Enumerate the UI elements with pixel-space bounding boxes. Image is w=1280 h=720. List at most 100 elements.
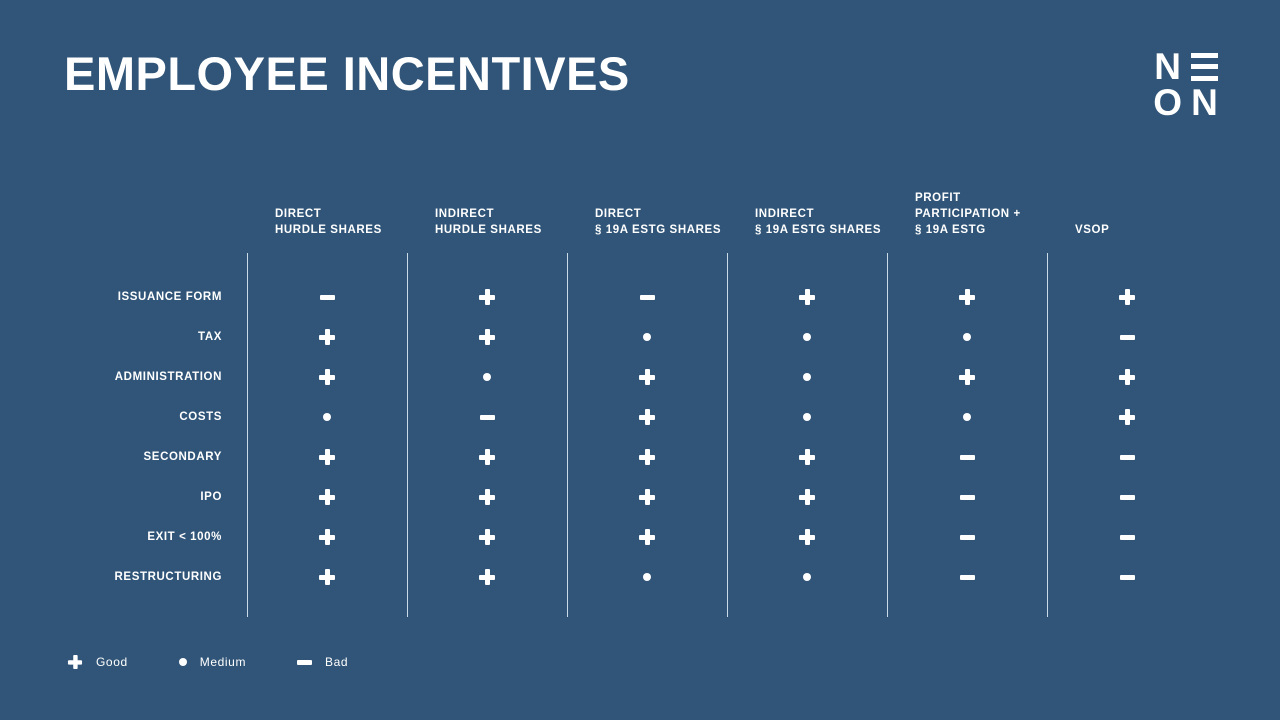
minus-icon (1119, 454, 1135, 460)
column-header: PROFIT PARTICIPATION + § 19A ESTG (887, 190, 1047, 239)
plus-icon (319, 329, 335, 345)
rating-cell (887, 397, 1047, 437)
rating-cell (727, 557, 887, 597)
table-row: ISSUANCE FORM (0, 277, 1207, 317)
dot-icon (643, 573, 651, 581)
rating-cell (407, 357, 567, 397)
rating-cell (567, 397, 727, 437)
logo-letter-o: O (1153, 82, 1182, 123)
minus-icon (1119, 574, 1135, 580)
rating-cell (887, 477, 1047, 517)
column-header-line: DIRECT (275, 208, 322, 220)
table-row: SECONDARY (0, 437, 1207, 477)
rating-cell (407, 317, 567, 357)
column-header-line: INDIRECT (755, 208, 815, 220)
rating-cell (1047, 317, 1207, 357)
rating-cell (727, 477, 887, 517)
minus-icon (639, 294, 655, 300)
rating-cell (247, 317, 407, 357)
rating-cell (1047, 517, 1207, 557)
dot-icon (803, 373, 811, 381)
rating-cell (887, 317, 1047, 357)
table-row: EXIT < 100% (0, 517, 1207, 557)
rating-cell (247, 437, 407, 477)
legend: Good Medium Bad (67, 654, 348, 670)
dot-icon (803, 333, 811, 341)
dot-icon (963, 333, 971, 341)
rating-cell (567, 517, 727, 557)
minus-icon (959, 454, 975, 460)
column-divider-line (727, 253, 728, 617)
plus-icon (1119, 409, 1135, 425)
table-body: ISSUANCE FORM TAX ADMINISTRATION COSTS SECON… (0, 253, 1207, 617)
plus-icon (319, 369, 335, 385)
row-label: TAX (198, 331, 222, 343)
table-row: RESTRUCTURING (0, 557, 1207, 597)
rating-cell (727, 317, 887, 357)
column-header-line: HURDLE SHARES (435, 224, 542, 236)
rating-cell (407, 517, 567, 557)
legend-label: Medium (199, 655, 247, 669)
plus-icon (639, 449, 655, 465)
rating-cell (407, 477, 567, 517)
plus-icon (639, 409, 655, 425)
table-row: TAX (0, 317, 1207, 357)
minus-icon (297, 659, 313, 665)
row-label: IPO (200, 491, 222, 503)
header-row: DIRECT HURDLE SHARES INDIRECT HURDLE SHARES… (0, 0, 1207, 239)
column-header-line: § 19A ESTG SHARES (755, 224, 882, 236)
rating-cell (407, 557, 567, 597)
page-title: EMPLOYEE INCENTIVES (64, 47, 630, 100)
plus-icon (319, 449, 335, 465)
rating-cell (1047, 397, 1207, 437)
rating-cell (887, 517, 1047, 557)
dot-icon (483, 373, 491, 381)
dot-icon (323, 413, 331, 421)
minus-icon (1119, 334, 1135, 340)
rating-cell (567, 317, 727, 357)
plus-icon (639, 489, 655, 505)
column-header-line: § 19A ESTG (915, 224, 986, 236)
minus-icon (959, 574, 975, 580)
neon-logo: N O N (1153, 46, 1218, 123)
column-header-line: PARTICIPATION + (915, 208, 1021, 220)
column-divider-line (247, 253, 248, 617)
table-row: ADMINISTRATION (0, 357, 1207, 397)
rating-cell (567, 437, 727, 477)
rating-cell (567, 357, 727, 397)
row-label: ADMINISTRATION (114, 371, 222, 383)
plus-icon (319, 569, 335, 585)
rating-cell (887, 357, 1047, 397)
legend-label: Good (96, 655, 128, 669)
rating-cell (887, 437, 1047, 477)
minus-icon (479, 414, 495, 420)
logo-letter-n-bottom: N (1191, 82, 1218, 123)
minus-icon (319, 294, 335, 300)
column-header-line: INDIRECT (435, 208, 495, 220)
legend-item: Bad (297, 655, 348, 669)
plus-icon (799, 529, 815, 545)
plus-icon (799, 289, 815, 305)
dot-icon (643, 333, 651, 341)
table-row: COSTS (0, 397, 1207, 437)
rating-cell (1047, 437, 1207, 477)
plus-icon (799, 449, 815, 465)
plus-icon (67, 654, 83, 670)
column-header: VSOP (1047, 222, 1207, 239)
column-divider-line (887, 253, 888, 617)
logo-letter-n-top: N (1154, 46, 1181, 87)
plus-icon (639, 529, 655, 545)
row-label: RESTRUCTURING (114, 571, 222, 583)
rating-cell (247, 477, 407, 517)
comparison-table: DIRECT HURDLE SHARES INDIRECT HURDLE SHARES… (0, 0, 1207, 617)
column-header-line: DIRECT (595, 208, 642, 220)
rating-cell (247, 397, 407, 437)
minus-icon (1119, 534, 1135, 540)
plus-icon (479, 529, 495, 545)
plus-icon (1119, 289, 1135, 305)
rating-cell (887, 557, 1047, 597)
row-label: EXIT < 100% (147, 531, 222, 543)
dot-icon (963, 413, 971, 421)
column-header: INDIRECT § 19A ESTG SHARES (727, 206, 887, 239)
